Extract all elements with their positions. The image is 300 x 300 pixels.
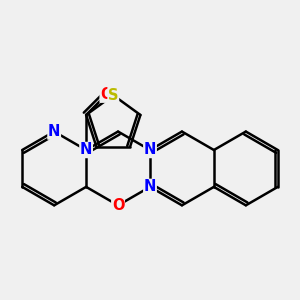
Text: N: N — [144, 179, 156, 194]
Text: O: O — [100, 87, 112, 102]
Text: N: N — [144, 142, 156, 158]
Text: S: S — [108, 88, 119, 103]
Text: N: N — [48, 124, 60, 139]
Text: O: O — [112, 198, 124, 213]
Text: N: N — [80, 142, 92, 158]
